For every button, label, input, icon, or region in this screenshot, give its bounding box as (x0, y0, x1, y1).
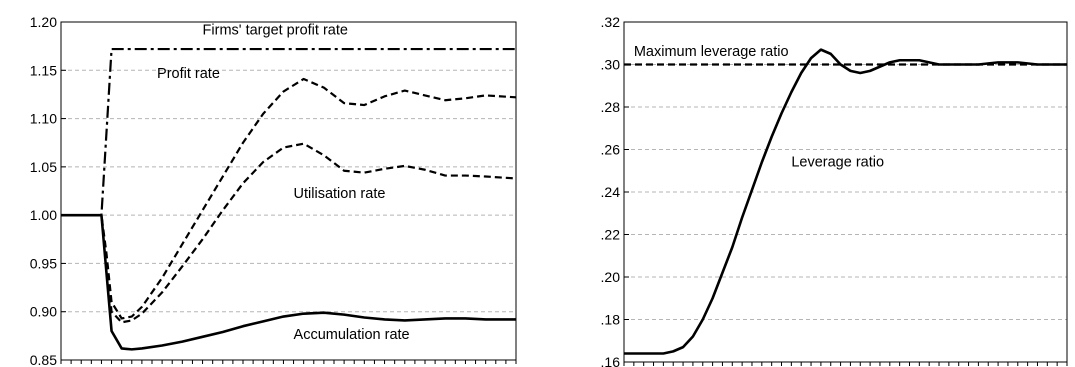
series-annotation: Leverage ratio (791, 155, 884, 171)
y-tick-label: 1.00 (30, 207, 57, 223)
y-tick-label: .18 (601, 312, 621, 328)
y-tick-label: 1.20 (30, 14, 57, 30)
series-line-utilisation-rate (61, 142, 517, 324)
y-tick-label: 1.05 (30, 159, 57, 175)
y-tick-label: .24 (601, 184, 621, 200)
y-tick-label: 0.85 (30, 352, 57, 367)
y-tick-label: .30 (601, 57, 621, 73)
y-tick-label: .32 (601, 14, 621, 30)
y-tick-label: .22 (601, 227, 621, 243)
y-tick-label: .26 (601, 142, 621, 158)
y-tick-label: 1.15 (30, 62, 57, 78)
y-tick-label: .28 (601, 99, 621, 115)
plot-frame (60, 21, 517, 361)
series-annotation: Firms' target profit rate (203, 23, 348, 39)
y-tick-label: .16 (601, 354, 621, 367)
series-annotation: Accumulation rate (294, 327, 410, 343)
right-chart: .16 .18 .20 .22 .24 .26 .28 .30 .32 Maximum lever… (601, 14, 1068, 367)
y-tick-label: .20 (601, 269, 621, 285)
series-line-leverage-ratio (624, 48, 1067, 355)
series-line-profit-rate (61, 77, 517, 320)
y-tick-label: 0.90 (30, 304, 57, 320)
series-annotation: Profit rate (157, 66, 220, 82)
series-annotation: Maximum leverage ratio (634, 44, 789, 60)
y-tick-label: 0.95 (30, 255, 57, 271)
series-annotation: Utilisation rate (294, 186, 386, 202)
series-line-accumulation-rate (61, 213, 516, 351)
plot-frame (623, 21, 1068, 363)
y-tick-label: 1.10 (30, 111, 57, 127)
left-chart: 0.85 0.90 0.95 1.00 1.05 1.10 1.15 1.20 Firms' t… (30, 14, 517, 367)
series-line-firms-target-profit-rate (61, 47, 516, 217)
